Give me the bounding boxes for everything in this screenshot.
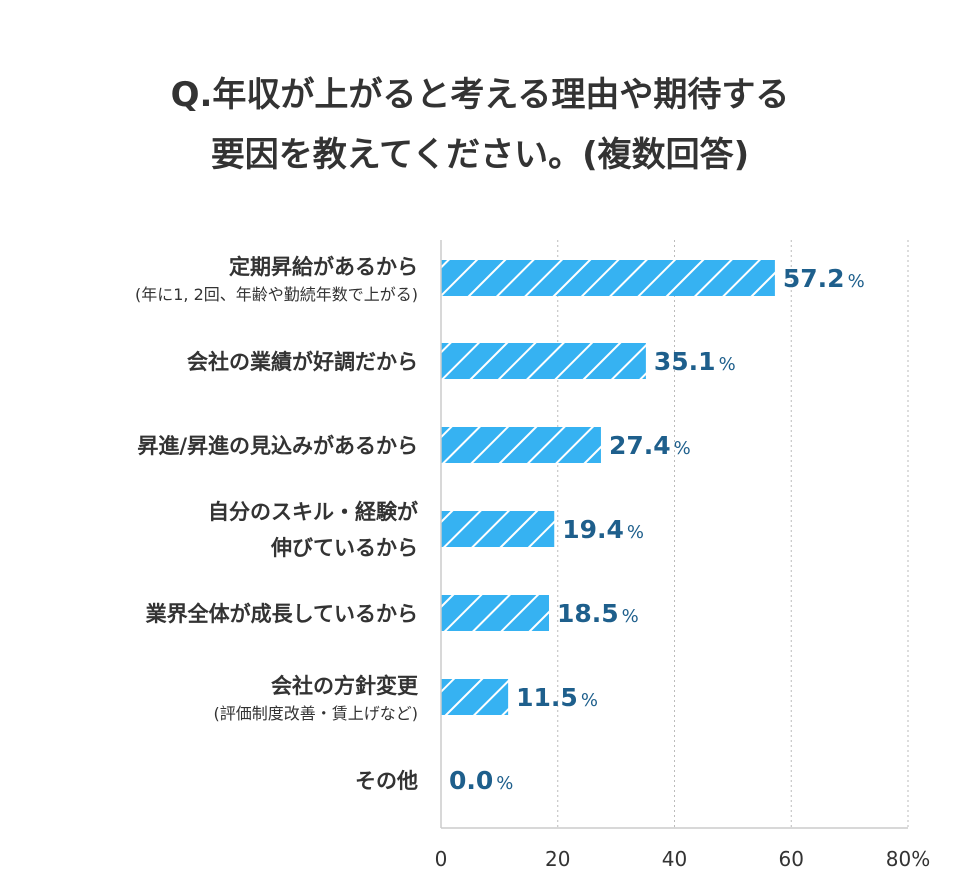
- value-number: 11.5: [516, 683, 578, 712]
- bar: [441, 427, 601, 463]
- bar: [441, 679, 509, 715]
- category-label: 昇進/昇進の見込みがあるから: [137, 434, 418, 458]
- value-label: 11.5%: [516, 683, 598, 712]
- category-label: 定期昇給があるから: [229, 255, 418, 279]
- value-unit: %: [848, 271, 865, 292]
- value-number: 18.5: [557, 599, 619, 628]
- bars: [441, 260, 775, 715]
- chart-title-line-2: 要因を教えてください。(複数回答): [211, 135, 749, 175]
- value-number: 27.4: [609, 431, 671, 460]
- category-label: 業界全体が成長しているから: [146, 602, 418, 626]
- value-number: 35.1: [654, 347, 716, 376]
- value-label: 27.4%: [609, 431, 691, 460]
- value-unit: %: [581, 690, 598, 711]
- x-tick-label: 60: [779, 847, 804, 871]
- x-tick-label: 0: [435, 847, 448, 871]
- x-tick-label: 80%: [886, 847, 930, 871]
- bar: [441, 511, 555, 547]
- bar: [441, 343, 646, 379]
- category-labels: 定期昇給があるから (年に1, 2回、年齢や勤続年数で上がる) 会社の業績が好調だか…: [135, 255, 419, 793]
- value-unit: %: [627, 522, 644, 543]
- value-number: 57.2: [783, 264, 845, 293]
- category-sublabel: (評価制度改善・賃上げなど): [214, 704, 419, 723]
- x-axis: 0 20 40 60 80%: [435, 240, 930, 871]
- value-label: 19.4%: [562, 515, 644, 544]
- value-unit: %: [674, 438, 691, 459]
- category-sublabel: (年に1, 2回、年齢や勤続年数で上がる): [135, 285, 418, 304]
- x-tick-label: 40: [662, 847, 687, 871]
- chart-title-line-1: Q.年収が上がると考える理由や期待する: [171, 75, 790, 115]
- category-label-line-2: 伸びているから: [270, 536, 418, 560]
- value-number: 19.4: [562, 515, 624, 544]
- x-tick-label: 20: [545, 847, 570, 871]
- value-label: 18.5%: [557, 599, 639, 628]
- value-label: 0.0%: [449, 766, 513, 795]
- category-label: 会社の方針変更: [271, 674, 419, 698]
- value-unit: %: [719, 354, 736, 375]
- category-label: その他: [355, 769, 418, 793]
- bar: [441, 260, 775, 296]
- gridlines: [557, 240, 909, 828]
- category-label: 会社の業績が好調だから: [187, 350, 418, 374]
- category-label: 自分のスキル・経験が: [208, 500, 418, 524]
- value-labels: 57.2 %35.1 %27.4 %19.4 %18.5 %11.5 %0.0%: [449, 264, 865, 795]
- value-unit: %: [622, 606, 639, 627]
- value-number: 0.0: [449, 766, 493, 795]
- value-label: 57.2%: [783, 264, 865, 293]
- value-unit: %: [496, 773, 513, 794]
- bar: [441, 595, 549, 631]
- value-label: 35.1%: [654, 347, 736, 376]
